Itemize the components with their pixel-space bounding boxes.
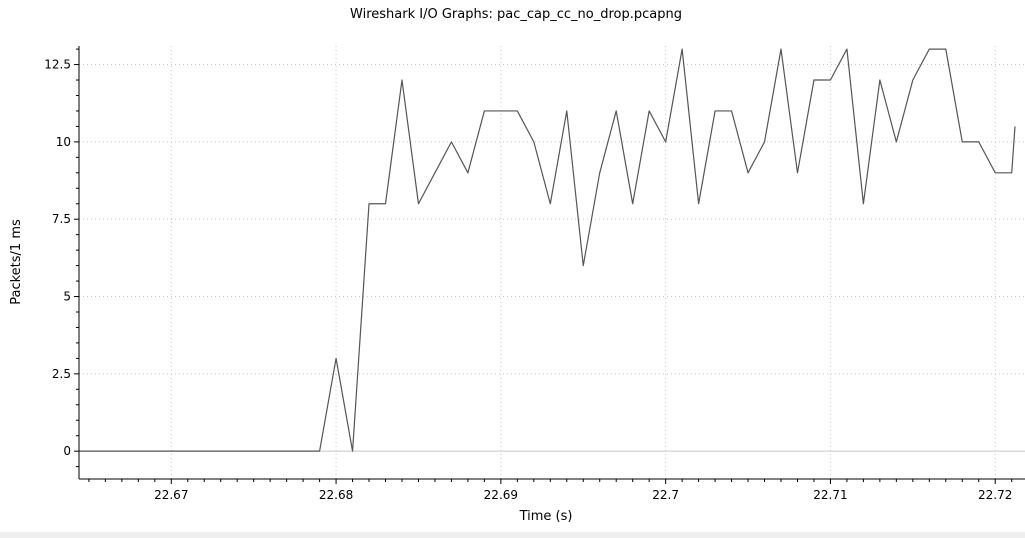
y-tick-label: 0 xyxy=(63,444,71,458)
x-tick-label: 22.68 xyxy=(319,488,353,502)
x-tick-label: 22.67 xyxy=(154,488,188,502)
x-tick-label: 22.7 xyxy=(652,488,679,502)
x-tick-label: 22.72 xyxy=(978,488,1012,502)
y-tick-label: 5 xyxy=(63,290,71,304)
y-tick-label: 12.5 xyxy=(44,58,71,72)
y-tick-label: 2.5 xyxy=(52,367,71,381)
axes: 22.67 22.68 22.69 22.7 22.71 22.72 0 2.5 5 7.5 10 1… xyxy=(44,46,1025,502)
grid-lines xyxy=(79,46,1025,479)
series-layer xyxy=(79,48,1016,452)
series-line-packets xyxy=(79,48,1016,452)
window-bottom-strip xyxy=(0,532,1025,538)
x-axis-label: Time (s) xyxy=(519,509,573,524)
y-axis-label: Packets/1 ms xyxy=(9,219,24,305)
y-tick-label: 10 xyxy=(56,135,71,149)
chart-title: Wireshark I/O Graphs: pac_cap_cc_no_drop… xyxy=(350,7,682,22)
x-tick-label: 22.69 xyxy=(484,488,518,502)
x-tick-label: 22.71 xyxy=(813,488,847,502)
y-tick-label: 7.5 xyxy=(52,212,71,226)
